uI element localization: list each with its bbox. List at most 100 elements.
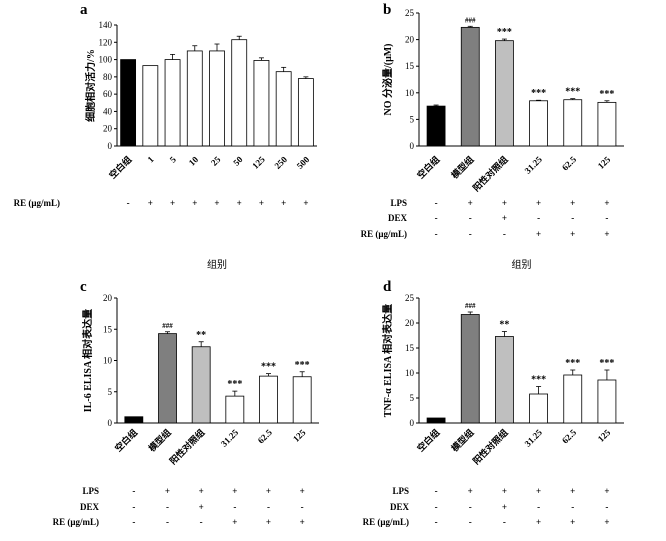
x-tick-label-5: 125 (596, 427, 613, 444)
x-tick-label-4: 25 (209, 154, 223, 168)
bar-3 (529, 393, 548, 424)
x-tick-label-0: 空白组 (112, 427, 139, 454)
significance-mark-3: *** (531, 88, 546, 99)
y-axis-label: NO 分泌量/(μM) (381, 43, 394, 115)
x-tick-label-4: 62.5 (560, 427, 579, 446)
x-tick-label-5: 125 (596, 154, 613, 171)
x-tick-label-1: 模型组 (146, 427, 173, 454)
bar-1 (158, 333, 177, 424)
table-cell: - (469, 213, 472, 223)
table-cell: - (469, 502, 472, 512)
x-tick-label-2: 阳性对照组 (167, 427, 207, 467)
y-axis-label: IL-6 ELISA 相对表达量 (81, 309, 94, 412)
y-tick-label: 25 (405, 8, 415, 18)
significance-mark-4: *** (565, 358, 580, 369)
y-tick-label: 100 (99, 55, 113, 65)
x-tick-label-6: 125 (250, 154, 267, 171)
bar-0 (124, 416, 144, 424)
table-cell: + (303, 198, 308, 208)
table-cell: + (300, 517, 305, 527)
bar-1 (142, 65, 159, 147)
table-row-label: LPS (390, 198, 407, 208)
x-tick-label-0: 空白组 (415, 154, 442, 181)
significance-mark-1: ### (162, 322, 173, 330)
table-cell: + (214, 198, 219, 208)
y-tick-label: 0 (410, 418, 415, 428)
table-row-label: DEX (390, 502, 410, 512)
bar-7 (275, 71, 292, 147)
x-tick-label-8: 500 (295, 154, 312, 171)
table-cell: - (435, 198, 438, 208)
table-cell: + (199, 486, 204, 496)
panel-letter: a (80, 2, 88, 18)
table-cell: - (301, 502, 304, 512)
y-tick-label: 0 (108, 418, 113, 428)
y-axis-label: TNF-α ELISA 相对表达量 (381, 304, 394, 417)
x-axis-label: 组别 (207, 258, 227, 271)
table-cell: + (536, 486, 541, 496)
table-row-label: RE (μg/mL) (53, 517, 99, 527)
x-tick-label-2: 阳性对照组 (470, 154, 510, 194)
y-tick-label: 140 (99, 20, 113, 30)
table-cell: + (570, 517, 575, 527)
bar-3 (529, 100, 548, 147)
table-cell: + (259, 198, 264, 208)
bar-8 (297, 78, 314, 147)
y-tick-label: 5 (108, 387, 113, 397)
table-cell: - (571, 213, 574, 223)
x-tick-label-0: 空白组 (107, 154, 134, 181)
table-cell: - (132, 502, 135, 512)
table-cell: - (127, 198, 130, 208)
x-tick-label-3: 31.25 (219, 427, 241, 449)
panel-letter: d (383, 279, 392, 295)
table-cell: - (537, 502, 540, 512)
x-tick-label-4: 62.5 (560, 154, 579, 173)
bar-5 (597, 379, 617, 424)
table-cell: - (233, 502, 236, 512)
table-cell: + (570, 229, 575, 239)
table-row-label: LPS (82, 486, 99, 496)
x-tick-label-5: 50 (231, 154, 245, 168)
y-tick-label: 15 (405, 61, 415, 71)
significance-mark-4: *** (261, 362, 276, 373)
table-cell: + (604, 486, 609, 496)
x-tick-label-3: 31.25 (523, 154, 545, 176)
table-row-label: RE (μg/mL) (361, 229, 407, 239)
table-cell: + (232, 517, 237, 527)
y-tick-label: 15 (103, 324, 113, 334)
y-tick-label: 15 (405, 343, 415, 353)
bar-2 (495, 40, 514, 147)
x-tick-label-0: 空白组 (415, 427, 442, 454)
table-cell: + (468, 486, 473, 496)
significance-mark-1: ### (465, 302, 476, 310)
bar-6 (253, 60, 270, 147)
table-cell: + (148, 198, 153, 208)
x-tick-label-1: 模型组 (449, 427, 476, 454)
table-cell: - (435, 486, 438, 496)
table-cell: - (435, 502, 438, 512)
bar-2 (191, 346, 211, 424)
significance-mark-5: *** (599, 89, 614, 100)
table-row-label: LPS (392, 486, 409, 496)
y-tick-label: 25 (405, 293, 415, 303)
table-cell: - (132, 517, 135, 527)
bar-4 (259, 375, 278, 424)
table-cell: - (200, 517, 203, 527)
table-row-label: RE (μg/mL) (14, 198, 60, 208)
bar-3 (186, 50, 203, 147)
table-cell: - (503, 517, 506, 527)
significance-mark-4: *** (565, 87, 580, 98)
x-tick-label-7: 250 (272, 154, 289, 171)
bar-5 (597, 101, 617, 147)
table-cell: + (232, 486, 237, 496)
x-tick-label-1: 模型组 (449, 154, 476, 181)
table-cell: - (435, 517, 438, 527)
y-tick-label: 5 (410, 393, 415, 403)
panel-letter: b (383, 2, 391, 18)
panel-a: a 0 20 40 60 80 100 120 140 细胞相对活力/% 空白组 1 5 10 25 50 12… (14, 2, 317, 271)
table-row-label: DEX (80, 502, 100, 512)
table-cell: + (237, 198, 242, 208)
significance-mark-5: *** (599, 358, 614, 369)
